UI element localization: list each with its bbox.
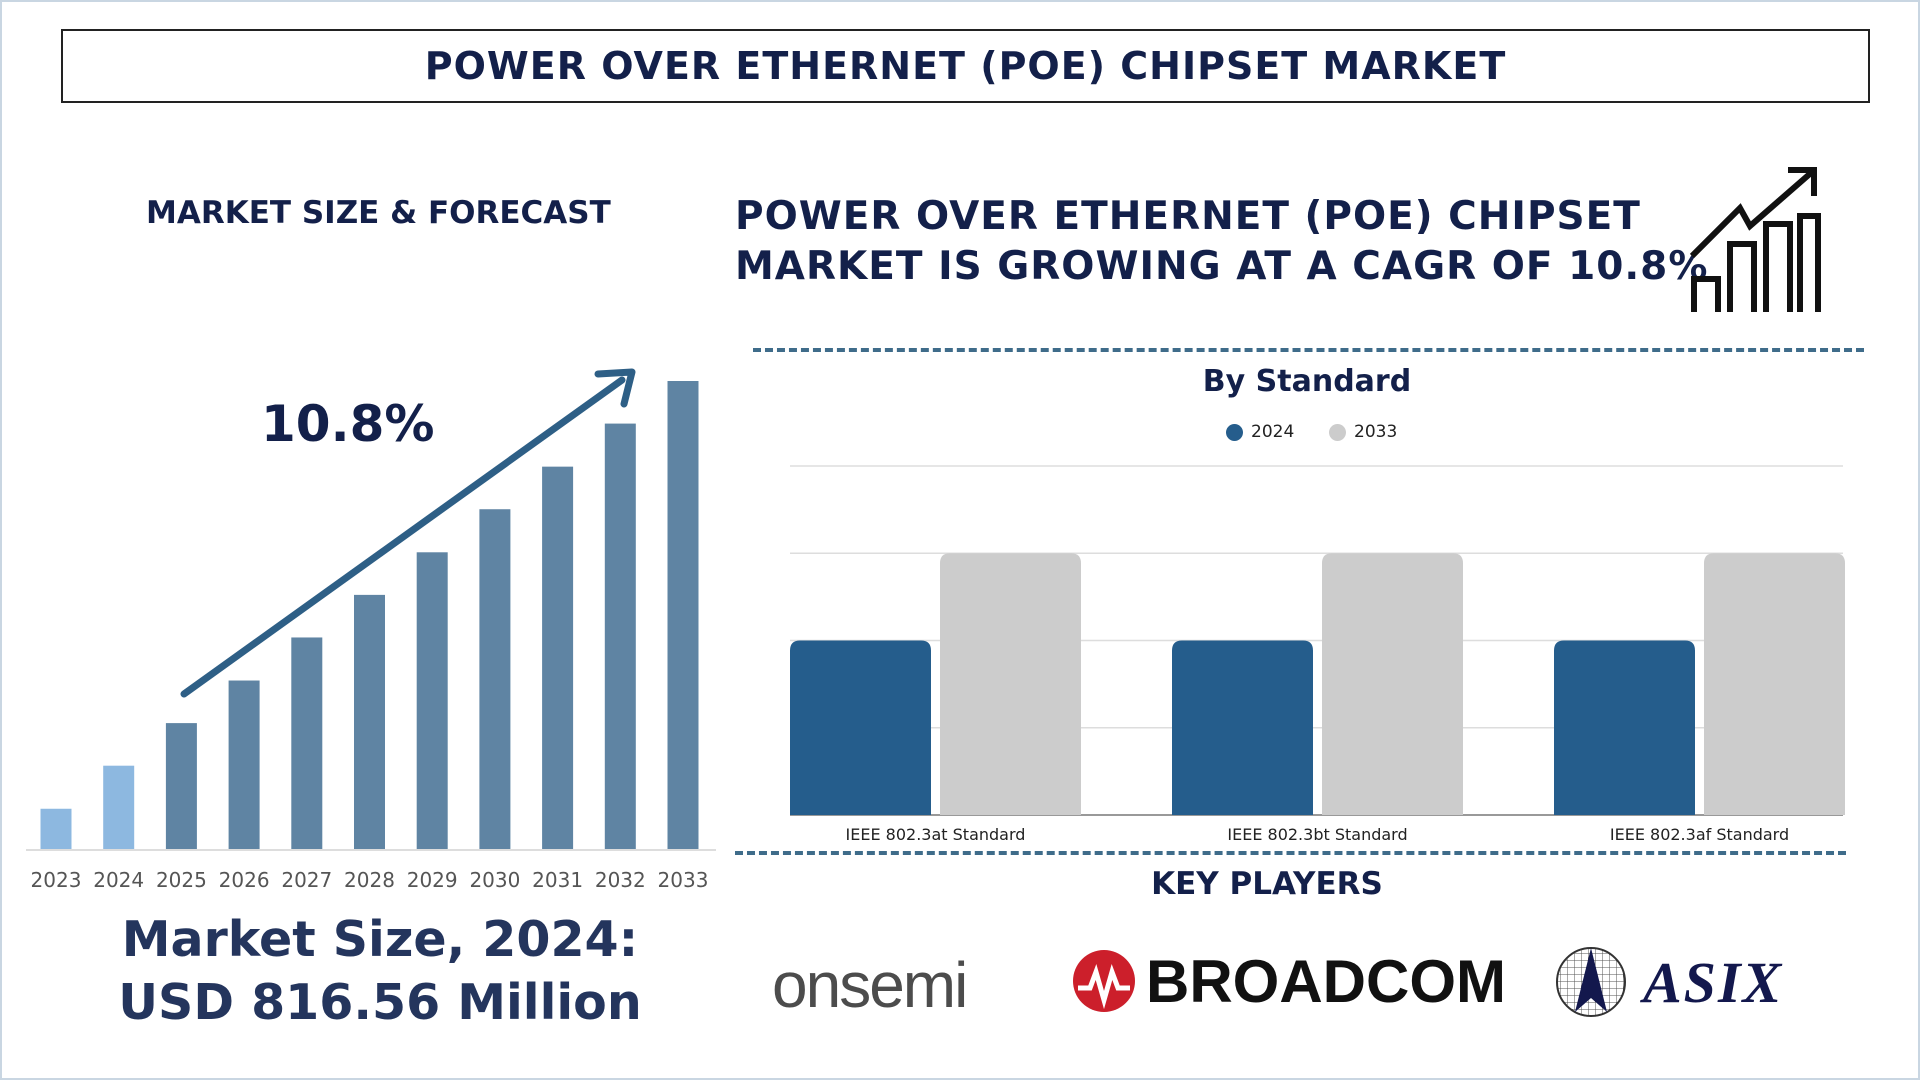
bar-2023 xyxy=(40,808,72,849)
market-size-line2: USD 816.56 Million xyxy=(118,974,642,1031)
bar-2033 xyxy=(667,381,699,849)
asix-logo: ASIX xyxy=(1553,946,1783,1018)
category-label: IEEE 802.3af Standard xyxy=(1609,825,1790,844)
legend-dot-2033 xyxy=(1329,423,1346,441)
growth-arrow-line xyxy=(180,376,626,698)
year-label-2025: 2025 xyxy=(155,868,207,892)
market-size-forecast-title: MARKET SIZE & FORECAST xyxy=(146,195,611,231)
headline-line1: POWER OVER ETHERNET (POE) CHIPSET xyxy=(735,194,1641,239)
divider-bottom xyxy=(735,851,1846,855)
bar-2025 xyxy=(165,723,197,849)
bar-2024-1 xyxy=(1172,640,1313,815)
divider-top xyxy=(753,348,1864,352)
bar-2024 xyxy=(103,765,135,849)
segment-chart-title: By Standard xyxy=(1202,364,1412,399)
market-forecast-chart xyxy=(26,368,716,851)
legend-dot-2024 xyxy=(1226,423,1243,441)
bar-2031 xyxy=(542,466,574,849)
category-label: IEEE 802.3bt Standard xyxy=(1227,825,1408,844)
cagr-headline: POWER OVER ETHERNET (POE) CHIPSET MARKET… xyxy=(735,192,1708,292)
growth-arrow-head xyxy=(594,368,636,408)
legend-label: 2024 xyxy=(1251,422,1295,442)
broadcom-logo: BROADCOM xyxy=(1072,944,1506,1018)
bar-2024-2 xyxy=(1554,640,1695,815)
year-label-2027: 2027 xyxy=(281,868,333,892)
asix-mark-icon xyxy=(1556,947,1626,1017)
onsemi-logo: onsemi xyxy=(772,949,968,1021)
year-label-2030: 2030 xyxy=(469,868,521,892)
bar-2032 xyxy=(604,423,636,849)
by-standard-chart xyxy=(790,465,1845,816)
bar-2026 xyxy=(228,680,260,849)
year-label-2024: 2024 xyxy=(93,868,145,892)
category-label: IEEE 802.3at Standard xyxy=(845,825,1026,844)
bar-2027 xyxy=(291,637,323,849)
bar-2028 xyxy=(354,594,385,849)
cagr-label: 10.8% xyxy=(261,395,435,453)
headline-line2: MARKET IS GROWING AT A CAGR OF 10.8% xyxy=(735,244,1709,289)
bar-2030 xyxy=(479,509,511,849)
broadcom-wordmark: BROADCOM xyxy=(1146,947,1506,1015)
broadcom-mark-icon xyxy=(1073,950,1135,1012)
bar-2033-1 xyxy=(1322,553,1463,815)
key-players-title: KEY PLAYERS xyxy=(1151,866,1383,902)
bar-2033-2 xyxy=(1704,553,1845,815)
legend-item-2033: 2033 xyxy=(1329,422,1397,442)
year-label-2028: 2028 xyxy=(344,868,395,892)
growth-chart-arrow-icon xyxy=(1689,167,1821,312)
bar-2024-0 xyxy=(790,640,931,815)
year-label-2032: 2032 xyxy=(594,868,646,892)
bar-2029 xyxy=(416,552,448,849)
market-size-line1: Market Size, 2024: xyxy=(121,911,639,968)
year-label-2031: 2031 xyxy=(532,868,584,892)
bar-2033-0 xyxy=(940,553,1081,815)
legend-item-2024: 2024 xyxy=(1226,422,1294,442)
legend-label: 2033 xyxy=(1354,422,1398,442)
asix-wordmark: ASIX xyxy=(1643,949,1784,1015)
year-label-2029: 2029 xyxy=(406,868,458,892)
page-title: POWER OVER ETHERNET (POE) CHIPSET MARKET xyxy=(61,29,1870,103)
year-label-2033: 2033 xyxy=(657,868,709,892)
year-label-2026: 2026 xyxy=(218,868,270,892)
year-label-2023: 2023 xyxy=(30,868,82,892)
